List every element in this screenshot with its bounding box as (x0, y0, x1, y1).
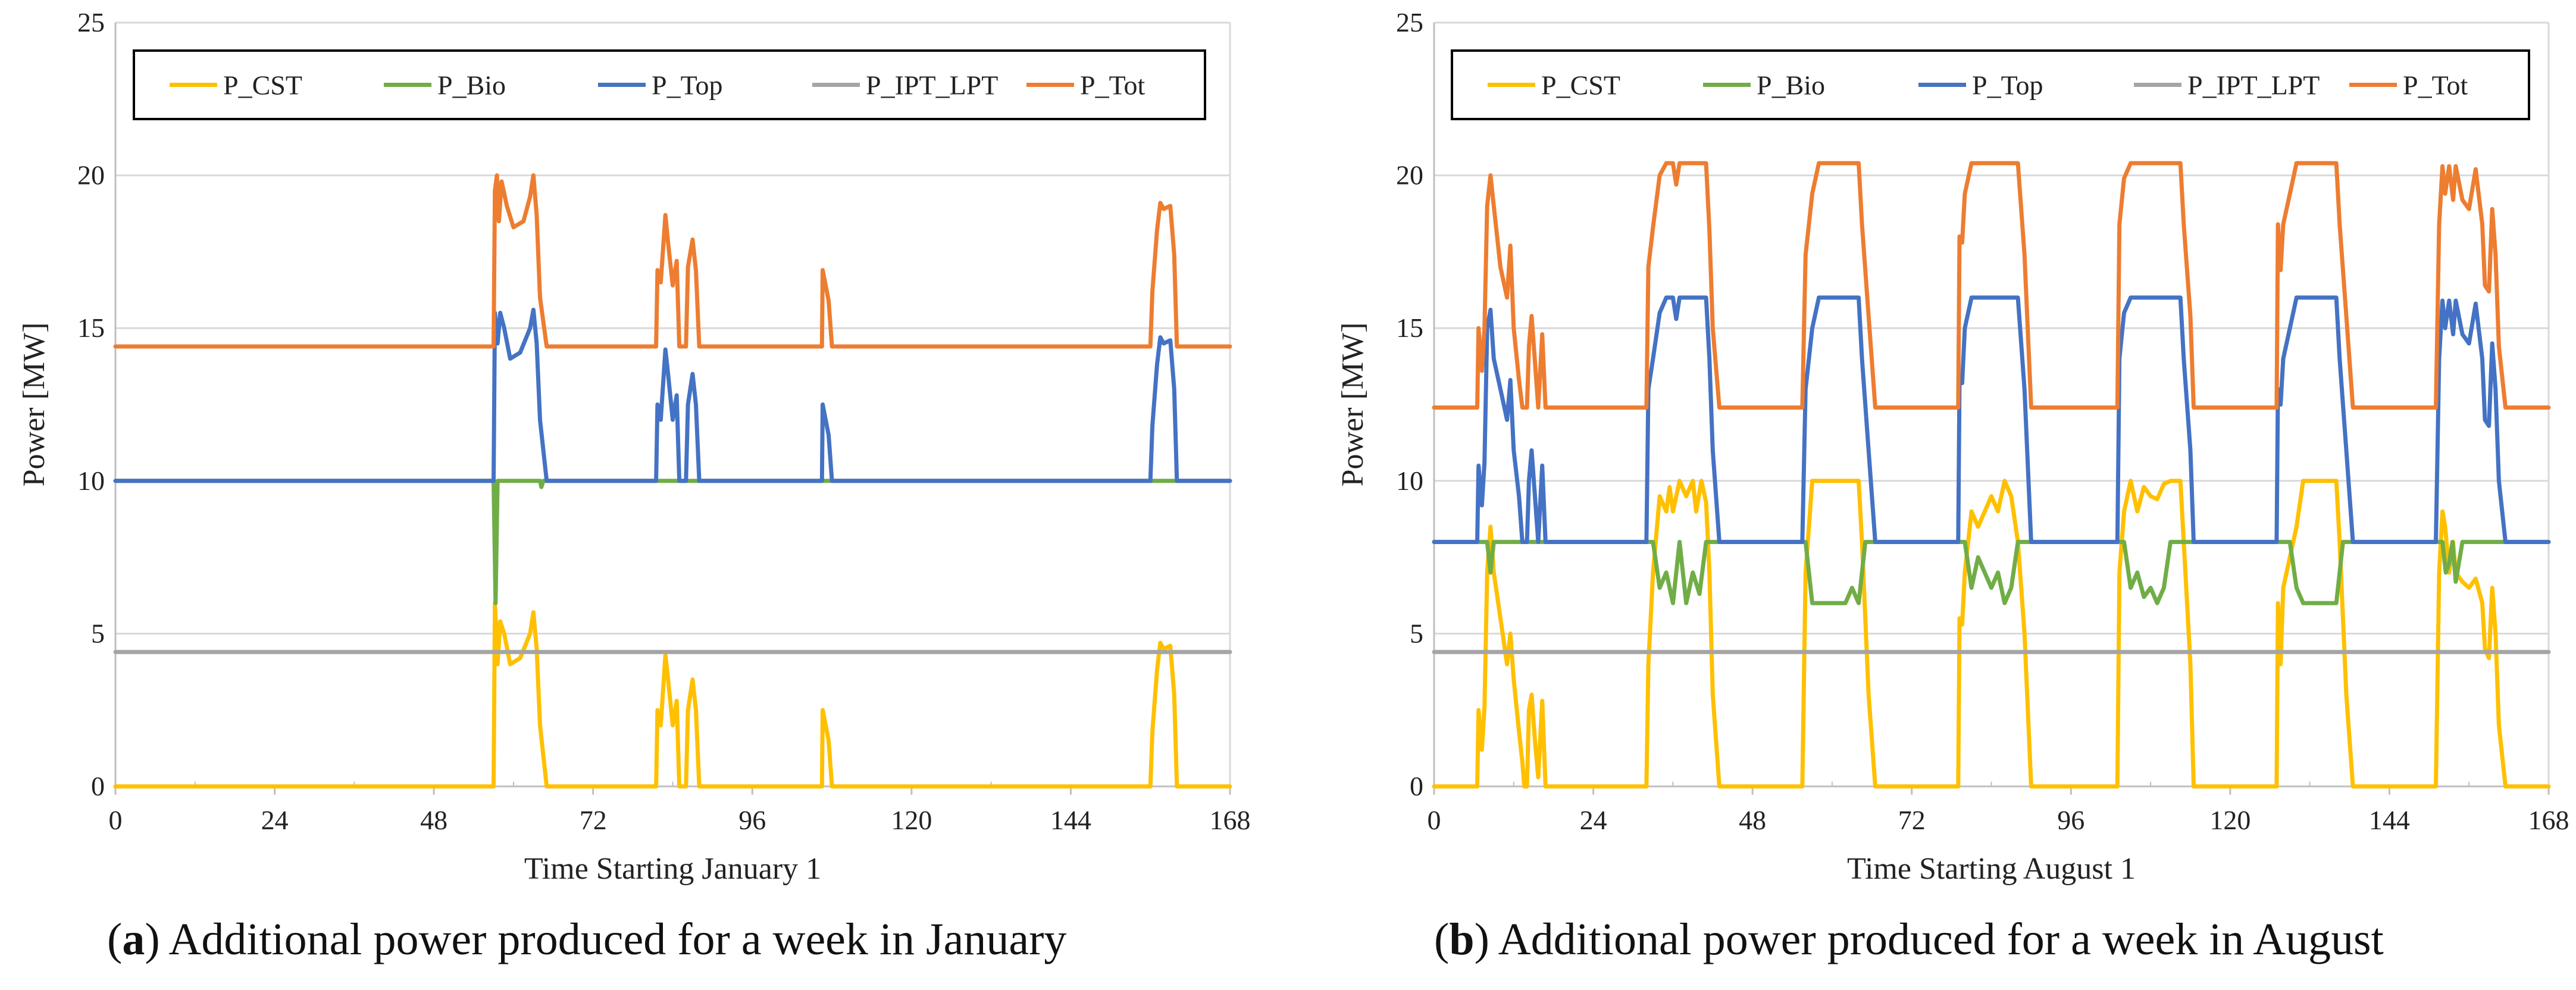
legend-label: P_Top (652, 70, 722, 101)
caption-january: (a) Additional power produced for a week… (107, 914, 1067, 964)
y-tick-label: 10 (77, 466, 105, 496)
x-tick-label: 72 (1898, 805, 1926, 835)
y-tick-label: 25 (77, 7, 105, 38)
legend-label: P_Top (1972, 70, 2043, 101)
x-tick-label: 96 (2057, 805, 2084, 835)
legend-label: P_IPT_LPT (2187, 70, 2320, 101)
caption-letter: a (122, 914, 145, 964)
x-axis-title: Time Starting August 1 (1847, 852, 2136, 886)
y-tick-label: 10 (1396, 466, 1423, 496)
y-tick-label: 15 (77, 313, 105, 343)
y-tick-label: 20 (77, 160, 105, 190)
x-tick-label: 120 (2209, 805, 2251, 835)
legend-label: P_Bio (1757, 70, 1825, 101)
x-tick-label: 144 (2369, 805, 2410, 835)
x-tick-label: 72 (580, 805, 607, 835)
x-tick-label: 48 (420, 805, 447, 835)
chart-panel-august: 0 5 10 15 20 25 0 24 48 72 96 120 144 168 Time Startin… (1336, 7, 2569, 886)
y-axis-title: Power [MW] (17, 323, 51, 487)
x-tick-label: 48 (1739, 805, 1766, 835)
x-tick-label: 24 (261, 805, 289, 835)
series-line-p-tot (113, 173, 1232, 349)
caption-text: Additional power produced for a week in … (1489, 914, 2384, 964)
series-line-p-cst (1432, 479, 2551, 789)
x-tick-label: 144 (1050, 805, 1091, 835)
legend-label: P_Tot (2403, 70, 2468, 101)
x-tick-label: 96 (738, 805, 766, 835)
legend-label: P_CST (223, 70, 302, 101)
x-tick-label: 168 (1210, 805, 1251, 835)
legend-label: P_Bio (437, 70, 506, 101)
x-tick-label: 120 (891, 805, 932, 835)
caption-letter: b (1449, 914, 1475, 964)
y-tick-label: 0 (91, 771, 105, 801)
y-tick-label: 0 (1410, 771, 1423, 801)
caption-text: Additional power produced for a week in … (159, 914, 1067, 964)
x-tick-label: 24 (1580, 805, 1607, 835)
y-tick-label: 5 (1410, 618, 1423, 648)
x-tick-label: 0 (1428, 805, 1441, 835)
x-axis-title: Time Starting January 1 (524, 852, 821, 886)
legend-label: P_CST (1541, 70, 1620, 101)
series-line-p-top (113, 307, 1232, 483)
series-line-p-cst (113, 601, 1232, 789)
series-line-p-bio (1432, 539, 2551, 605)
series-line-p-bio (113, 479, 1232, 605)
x-tick-label: 168 (2528, 805, 2569, 835)
y-tick-label: 25 (1396, 7, 1423, 38)
y-tick-label: 5 (91, 618, 105, 648)
legend-label: P_IPT_LPT (866, 70, 998, 101)
y-tick-label: 15 (1396, 313, 1423, 343)
caption-august: (b) Additional power produced for a week… (1434, 914, 2384, 964)
x-tick-label: 0 (109, 805, 123, 835)
y-axis-title: Power [MW] (1336, 323, 1370, 487)
y-tick-label: 20 (1396, 160, 1423, 190)
chart-panel-january: 0 5 10 15 20 25 0 24 48 72 96 120 144 168 Time Startin… (17, 7, 1251, 886)
legend-label: P_Tot (1080, 70, 1145, 101)
series-line-p-tot (1432, 161, 2551, 410)
series-line-p-top (1432, 295, 2551, 544)
